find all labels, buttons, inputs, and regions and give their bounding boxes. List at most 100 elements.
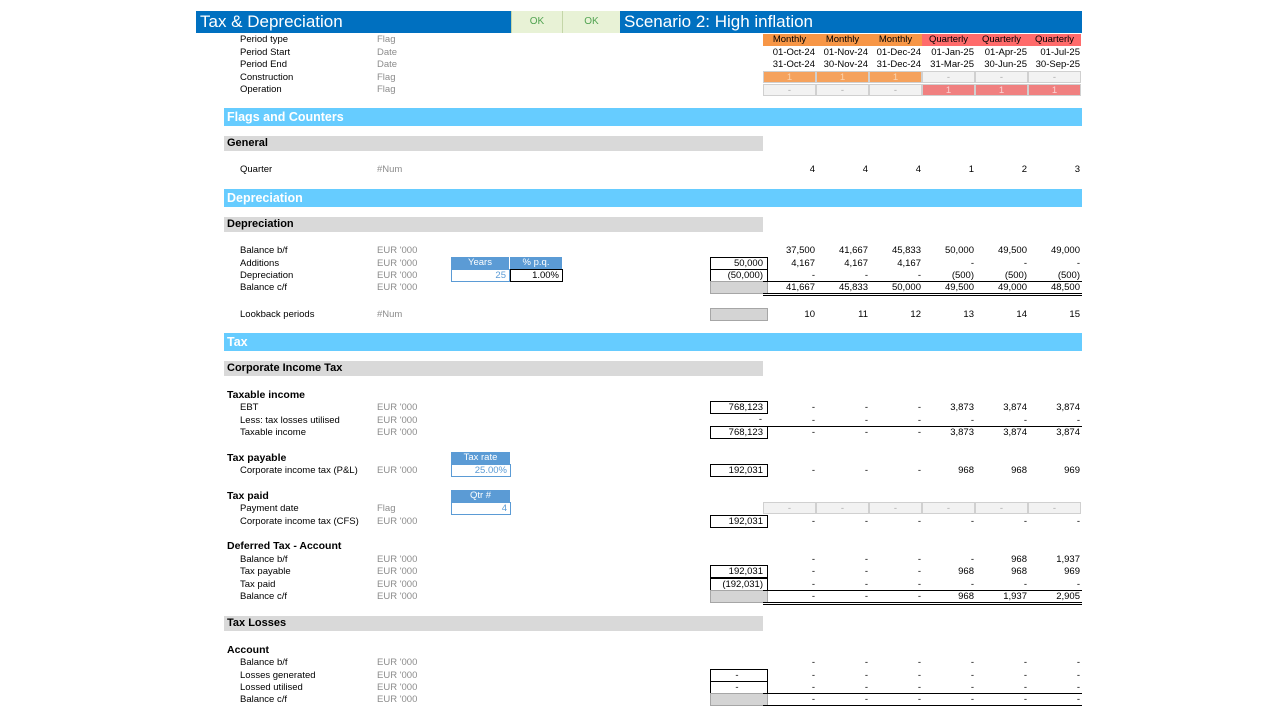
total-underline: [763, 693, 1082, 694]
row-label: Corporate income tax (P&L): [240, 465, 358, 476]
row-unit: EUR '000: [377, 670, 418, 681]
total-underline: [763, 604, 1082, 605]
construction-flag-cell: 1: [816, 71, 869, 83]
value-cell: -: [970, 670, 974, 681]
row-unit: EUR '000: [377, 245, 418, 256]
row-label-operation: Operation: [240, 84, 282, 95]
row-unit: Flag: [377, 72, 396, 83]
value-cell: 50,000: [891, 282, 921, 293]
value-cell: -: [864, 554, 868, 565]
operation-flag-cell: -: [763, 84, 816, 96]
qtr-input[interactable]: 4: [451, 502, 511, 515]
value-cell: -: [864, 591, 868, 602]
row-unit: EUR '000: [377, 682, 418, 693]
value-cell: -: [864, 670, 868, 681]
total-underline: [763, 295, 1082, 296]
row-label: Corporate income tax (CFS): [240, 516, 359, 527]
construction-flag-cell: -: [1028, 71, 1081, 83]
total-underline: [763, 293, 1082, 294]
group-tax-paid: Tax paid: [227, 490, 269, 502]
value-cell: -: [1076, 415, 1080, 426]
years-input[interactable]: 25: [451, 269, 510, 282]
row-unit: EUR '000: [377, 282, 418, 293]
quarter-cell: 3: [1074, 164, 1080, 175]
balance-total-cell: [710, 590, 768, 603]
row-unit: Flag: [377, 503, 396, 514]
value-cell: -: [917, 465, 921, 476]
quarter-cell: 2: [1021, 164, 1027, 175]
row-label: Depreciation: [240, 270, 294, 281]
quarter-cell: 1: [968, 164, 974, 175]
payment-flag-cell: -: [869, 502, 922, 514]
pq-input[interactable]: 1.00%: [510, 269, 563, 282]
value-cell: -: [1076, 694, 1080, 705]
group-tax-payable: Tax payable: [227, 452, 287, 464]
row-unit: #Num: [377, 309, 403, 320]
row-unit: EUR '000: [377, 516, 418, 527]
value-cell: -: [864, 657, 868, 668]
value-cell: -: [1023, 682, 1027, 693]
payment-flag-cell: -: [922, 502, 975, 514]
group-account: Account: [227, 644, 269, 656]
value-cell: 3,873: [950, 402, 974, 413]
value-cell: 3,874: [1056, 427, 1080, 438]
period-start-cell: 01-Jan-25: [931, 47, 974, 58]
value-cell: -: [917, 566, 921, 577]
value-cell: 49,000: [997, 282, 1027, 293]
sheet-title: Tax & Depreciation: [200, 12, 343, 31]
scenario-title: Scenario 2: High inflation: [624, 12, 814, 31]
value-cell: (500): [951, 270, 974, 281]
value-cell: -: [864, 415, 868, 426]
operation-flag-cell: -: [816, 84, 869, 96]
ok-check-2[interactable]: OK: [562, 11, 620, 33]
ok-check-1[interactable]: OK: [511, 11, 562, 33]
value-cell: -: [1023, 258, 1027, 269]
row-label: Balance c/f: [240, 282, 287, 293]
value-cell: 41,667: [785, 282, 815, 293]
payment-flag-cell: -: [975, 502, 1028, 514]
value-cell: -: [1023, 415, 1027, 426]
value-cell: -: [917, 579, 921, 590]
row-label: Payment date: [240, 503, 299, 514]
value-cell: 3,874: [1003, 427, 1027, 438]
value-cell: -: [917, 657, 921, 668]
value-cell: 968: [958, 591, 974, 602]
value-cell: 968: [1011, 566, 1027, 577]
quarter-cell: 4: [915, 164, 921, 175]
value-cell: -: [864, 579, 868, 590]
value-cell: -: [811, 670, 815, 681]
group-deferred-tax: Deferred Tax - Account: [227, 540, 342, 552]
period-start-cell: 01-Nov-24: [823, 47, 868, 58]
operation-flag-cell: 1: [975, 84, 1028, 96]
row-unit: EUR '000: [377, 402, 418, 413]
tax-rate-input[interactable]: 25.00%: [451, 464, 511, 477]
value-cell: -: [970, 554, 974, 565]
period-end-cell: 31-Mar-25: [930, 59, 974, 70]
value-cell: 41,667: [838, 245, 868, 256]
value-cell: 48,500: [1050, 282, 1080, 293]
row-total-cell: 192,031: [710, 565, 768, 578]
row-total-cell: 768,123: [710, 401, 768, 414]
value-cell: -: [811, 465, 815, 476]
quarter-cell: 4: [862, 164, 868, 175]
value-cell: -: [1076, 657, 1080, 668]
value-cell: 3,874: [1056, 402, 1080, 413]
row-total-cell: 192,031: [710, 515, 768, 528]
row-label: Tax payable: [240, 566, 291, 577]
value-cell: 1,937: [1003, 591, 1027, 602]
value-cell: -: [1076, 579, 1080, 590]
value-cell: -: [1076, 258, 1080, 269]
row-unit: EUR '000: [377, 270, 418, 281]
total-underline: [763, 281, 1082, 282]
section-depreciation: Depreciation: [224, 189, 1082, 207]
value-cell: -: [811, 682, 815, 693]
value-cell: -: [864, 427, 868, 438]
value-cell: 969: [1064, 465, 1080, 476]
value-cell: -: [864, 694, 868, 705]
value-cell: -: [917, 402, 921, 413]
value-cell: 37,500: [785, 245, 815, 256]
construction-flag-cell: 1: [869, 71, 922, 83]
row-label: Balance b/f: [240, 657, 288, 668]
operation-flag-cell: -: [869, 84, 922, 96]
value-cell: 49,000: [1050, 245, 1080, 256]
